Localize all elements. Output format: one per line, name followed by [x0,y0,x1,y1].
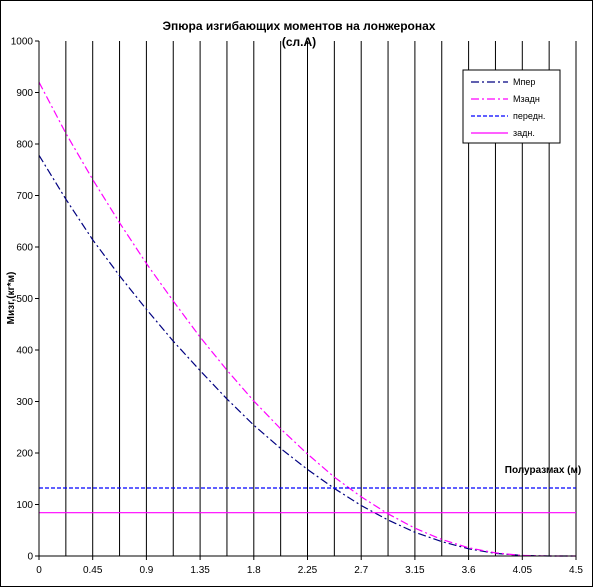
x-tick-label: 3.15 [405,565,425,576]
legend-box [462,69,561,144]
y-tick-label: 200 [16,449,33,460]
x-tick-label: 0 [36,565,42,576]
x-axis-label: Полуразмах (м) [505,465,581,476]
legend-entry-label: Мзадн [513,94,540,104]
legend-entry-label: передн. [513,111,545,121]
y-tick-label: 900 [16,88,33,99]
y-tick-label: 500 [16,294,33,305]
y-tick-label: 800 [16,140,33,151]
x-tick-label: 4.5 [569,565,583,576]
x-tick-label: 1.35 [190,565,210,576]
x-tick-label: 2.7 [354,565,368,576]
chart-title-line2: (сл.А) [282,35,316,49]
legend-entry-label: Мпер [513,77,535,87]
y-tick-label: 400 [16,346,33,357]
x-tick-label: 2.25 [298,565,318,576]
grid-layer [38,41,577,556]
y-tick-label: 0 [27,552,33,563]
axis-layer: 0 100 200 300 400 500 600 700 800 900 1000 0 0.45 0.9… [11,37,584,577]
x-tick-label: 4.05 [513,565,533,576]
y-tick-label: 700 [16,191,33,202]
chart-title-line1: Эпюра изгибающих моментов на лонжеронах [163,19,436,33]
legend: Мпер Мзадн передн. задн. [462,69,561,144]
x-tick-label: 0.9 [139,565,153,576]
y-tick-label: 1000 [11,37,34,48]
series-line [38,154,576,557]
x-tick-label: 3.6 [462,565,476,576]
y-axis-label: Мизг,(кг*м) [6,272,17,325]
series-line [38,81,576,557]
legend-entry-label: задн. [513,128,535,138]
y-tick-label: 600 [16,243,33,254]
x-tick-label: 0.45 [83,565,103,576]
series-layer [38,81,576,557]
y-tick-label: 100 [16,500,33,511]
x-tick-label: 1.8 [247,565,261,576]
y-tick-label: 300 [16,397,33,408]
